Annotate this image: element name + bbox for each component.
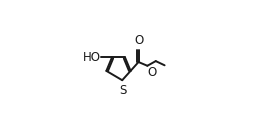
Text: O: O bbox=[134, 34, 143, 47]
Text: S: S bbox=[119, 84, 126, 97]
Text: HO: HO bbox=[83, 51, 101, 64]
Text: O: O bbox=[148, 66, 157, 79]
